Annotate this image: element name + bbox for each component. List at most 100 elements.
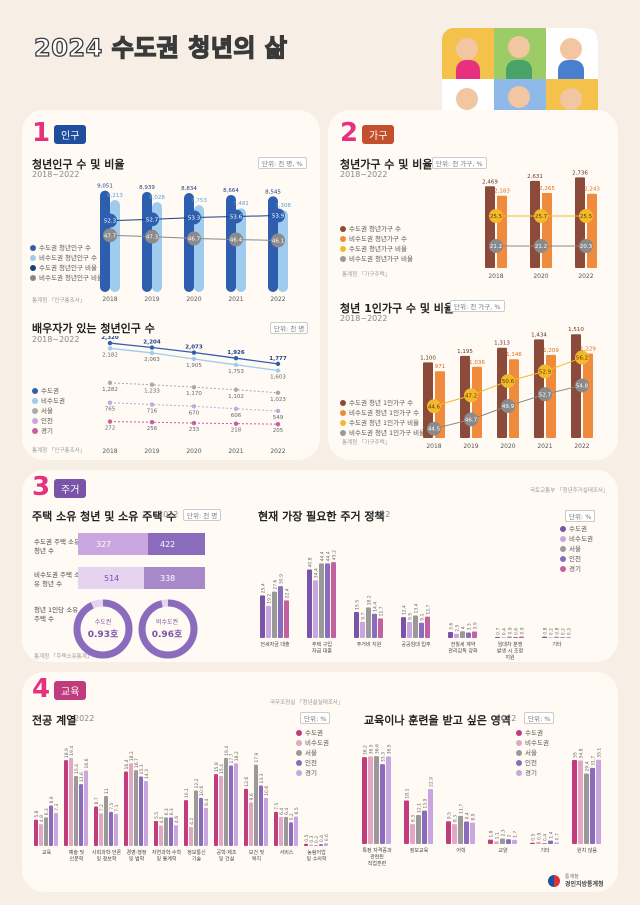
rate-point [575, 378, 589, 393]
rate-label: 50.6 [502, 379, 515, 385]
housing-year: 2022 [158, 510, 179, 519]
bar [49, 805, 53, 846]
point-value-label: 716 [147, 409, 158, 415]
bar-value-label: 15.3 [139, 764, 145, 774]
bar-value-label: 1,510 [568, 327, 584, 333]
bar [534, 339, 544, 438]
bar [144, 781, 148, 846]
bar [234, 763, 238, 846]
bar-value-label: 6.5 [294, 807, 300, 814]
section-number-2: 2 [340, 118, 359, 148]
data-point [275, 368, 281, 373]
bar-value-label: 22.4 [284, 588, 290, 598]
x-tick-label: 공학·제조 및 건설 [217, 849, 237, 863]
bar [84, 770, 88, 846]
legend-item: 수도권 청년인구 수 [30, 243, 103, 253]
bar [99, 813, 103, 846]
bar [512, 839, 517, 844]
ratio-b-value: 0.96호 [151, 630, 183, 640]
chart-subtitle-training: 2022 [496, 714, 517, 723]
bar-value-label: 9.6 [249, 793, 255, 800]
legend-label: 수도권 청년가구 수 [349, 225, 401, 233]
point-value-label: 1,603 [270, 375, 286, 381]
rate-label: 21.2 [490, 244, 502, 250]
bar [34, 819, 38, 846]
legend-label: 수도권 [569, 525, 587, 533]
bar [199, 797, 203, 846]
bar-value-label: 2,469 [482, 179, 498, 185]
rate-point [187, 231, 201, 246]
point-value-label: 218 [231, 428, 242, 434]
point-value-label: 1,777 [269, 356, 287, 362]
section-label-education: 교육 [54, 681, 87, 700]
bar-value-label: 6.4 [279, 808, 285, 815]
point-value-label: 1,926 [227, 350, 245, 356]
legend-item: 경기 [296, 768, 329, 778]
x-tick-label: 정보통신 기술 [187, 849, 206, 863]
legend-label: 경기 [525, 769, 537, 777]
bar [428, 789, 433, 844]
data-point [149, 345, 155, 350]
x-tick-label: 주거비 지원 [357, 641, 382, 648]
bar-value-label: 0.5 [304, 834, 310, 841]
x-tick-label: 기타 [540, 847, 550, 854]
data-point [149, 350, 155, 356]
data-point [149, 382, 155, 387]
rate-label: 25.5 [580, 214, 593, 220]
legend-single-households: 수도권 청년 1인가구 수 비수도권 청년 1인가구 수 수도권 청년 1인가구… [340, 398, 425, 438]
org-logo: 통계청 경인지방통계청 [548, 874, 604, 888]
bar [368, 756, 373, 844]
legend-label: 서울 [525, 749, 537, 757]
bar-value-label: 8.9 [49, 796, 55, 803]
bar [446, 821, 451, 844]
rate-point [489, 239, 503, 253]
bar-value-label: 2,265 [539, 186, 555, 192]
x-tick-label: 2022 [270, 296, 285, 303]
rate-point [501, 374, 515, 389]
bar [260, 595, 265, 638]
rate-point [271, 208, 285, 223]
chart-title-training: 교육이나 훈련을 받고 싶은 영역 [364, 714, 511, 727]
bar-value-label: 0.4 [542, 834, 548, 841]
legend-item: 인천 [32, 416, 65, 426]
point-value-label: 1,905 [186, 363, 202, 369]
data-point [107, 419, 113, 424]
x-tick-label: 전월세 계약 관리감독 강화 [448, 641, 478, 655]
chart-youth-households: 2,469 2,183 2018 2,631 2,265 2020 2,736 2,243 20… [482, 170, 600, 280]
data-point [107, 380, 113, 386]
bar-value-label: 35 [572, 752, 578, 758]
bar [264, 797, 268, 846]
x-tick-label: 2018 [102, 448, 117, 455]
legend-item: 수도권 [560, 524, 593, 534]
bar-value-label: 29.4 [584, 761, 590, 771]
bar [64, 760, 68, 846]
bar-value-label: 40.8 [307, 557, 313, 567]
bar-value-label: 12.2 [194, 778, 200, 788]
bar-value-label: 16.6 [84, 758, 90, 768]
org-name: 경인지방통계청 [564, 881, 604, 888]
housing-title: 주택 소유 청년 및 소유 주택 수 [32, 510, 177, 523]
data-point [107, 346, 113, 351]
bar [425, 616, 430, 638]
chart-title-major: 전공 계열 [32, 714, 77, 727]
bar-value-label: 9.5 [407, 613, 413, 620]
legend-label: 수도권 청년 1인가구 비율 [349, 419, 420, 427]
bar-value-label: 10.6 [264, 786, 270, 796]
legend-label: 서울 [41, 407, 53, 415]
bar [458, 815, 463, 844]
bar [448, 631, 453, 638]
point-value-label: 1,102 [228, 394, 244, 400]
legend-housing-policy: 수도권 비수도권 서울 인천 경기 [560, 524, 593, 574]
bar-value-label: 13.6 [79, 772, 85, 782]
legend-label: 경기 [569, 565, 581, 573]
legend-item: 비수도권 [516, 738, 549, 748]
section-label-housing: 주거 [54, 479, 87, 498]
data-point [275, 421, 281, 427]
bar-value-label: 8.9 [470, 813, 476, 820]
x-tick-label: 사회과학·언론 및 정보학 [92, 849, 122, 863]
chart-subtitle-single-households: 2018~2022 [340, 314, 388, 323]
bar [354, 611, 359, 638]
data-point [233, 355, 239, 361]
legend-item: 수도권 청년가구 수 [340, 224, 413, 234]
bar [548, 840, 553, 844]
